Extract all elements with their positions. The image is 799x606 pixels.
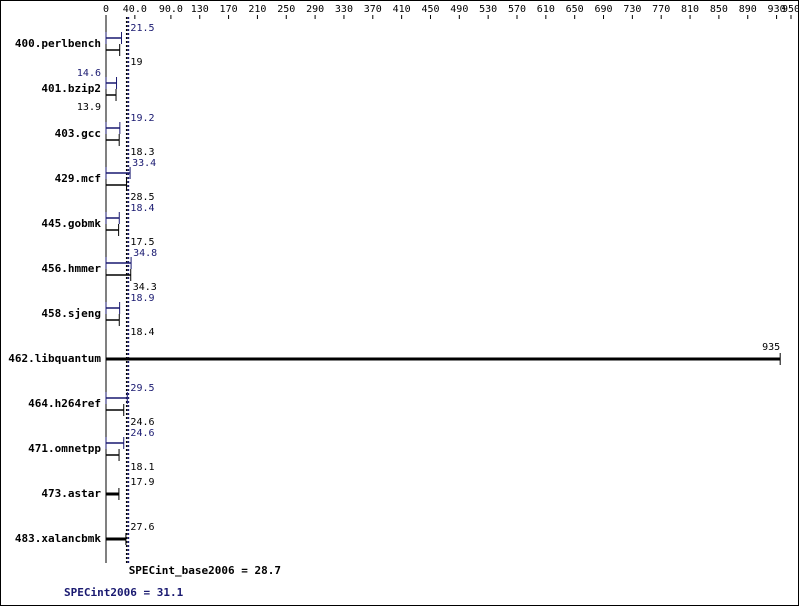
x-tick-label: 930 [768,4,786,15]
value-label: 34.3 [133,282,157,293]
x-tick-label: 490 [450,4,468,15]
value-label: 935 [762,342,780,353]
x-tick-label: 40.0 [123,4,147,15]
value-label: 34.8 [133,248,157,259]
x-tick-label: 530 [479,4,497,15]
x-tick-label: 890 [739,4,757,15]
value-label: 18.4 [130,327,154,338]
value-label: 18.9 [130,293,154,304]
summary-label: SPECint2006 = 31.1 [64,586,184,599]
category-label: 403.gcc [55,127,101,140]
x-tick-label: 290 [306,4,324,15]
value-label: 18.1 [130,462,154,473]
x-tick-label: 850 [710,4,728,15]
x-tick-label: 210 [248,4,266,15]
x-tick-label: 950 [782,4,799,15]
value-label: 24.6 [130,428,154,439]
x-tick-label: 770 [652,4,670,15]
value-label: 18.3 [130,147,154,158]
x-tick-label: 450 [421,4,439,15]
value-label: 14.6 [77,68,101,79]
x-tick-label: 410 [393,4,411,15]
value-label: 13.9 [77,102,101,113]
value-label: 19 [130,57,142,68]
value-label: 33.4 [132,158,156,169]
value-label: 24.6 [130,417,154,428]
category-label: 458.sjeng [41,307,101,320]
value-label: 28.5 [130,192,154,203]
category-label: 483.xalancbmk [15,532,101,545]
value-label: 19.2 [130,113,154,124]
value-label: 17.9 [130,477,154,488]
x-tick-label: 610 [537,4,555,15]
x-tick-label: 0 [103,4,109,15]
category-label: 462.libquantum [8,352,101,365]
x-tick-label: 370 [364,4,382,15]
value-label: 29.5 [130,383,154,394]
x-tick-label: 130 [191,4,209,15]
category-label: 473.astar [41,487,101,500]
x-tick-label: 810 [681,4,699,15]
x-tick-label: 690 [594,4,612,15]
x-tick-label: 330 [335,4,353,15]
category-label: 445.gobmk [41,217,101,230]
x-tick-label: 650 [566,4,584,15]
x-tick-label: 170 [220,4,238,15]
value-label: 17.5 [130,237,154,248]
x-tick-label: 90.0 [159,4,183,15]
x-tick-label: 250 [277,4,295,15]
x-tick-label: 730 [623,4,641,15]
category-label: 456.hmmer [41,262,101,275]
category-label: 429.mcf [55,172,101,185]
value-label: 18.4 [130,203,154,214]
category-label: 464.h264ref [28,397,101,410]
value-label: 27.6 [130,522,154,533]
x-tick-label: 570 [508,4,526,15]
value-label: 21.5 [130,23,154,34]
category-label: 401.bzip2 [41,82,101,95]
summary-label: SPECint_base2006 = 28.7 [129,564,281,577]
category-label: 471.omnetpp [28,442,101,455]
category-label: 400.perlbench [15,37,101,50]
